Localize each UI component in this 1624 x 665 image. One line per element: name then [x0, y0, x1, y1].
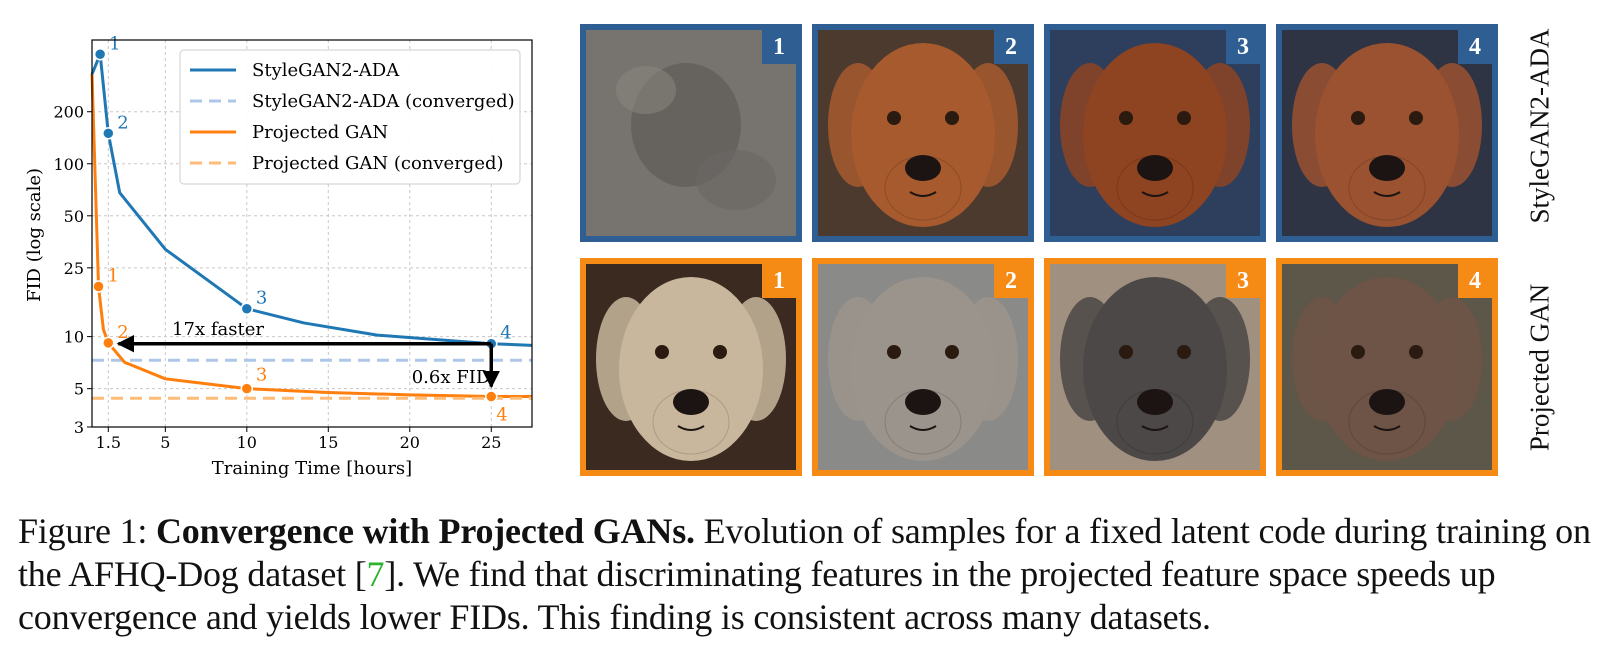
x-tick-label: 5: [160, 433, 170, 452]
sample-tile-r2-c1: 1: [580, 258, 802, 476]
marker-label-4: 1: [108, 265, 119, 286]
sample-tile-r1-c1: 1: [580, 24, 802, 242]
legend-label-0: StyleGAN2-ADA: [252, 60, 400, 81]
y-tick-label: 100: [53, 155, 84, 174]
marker-point-1: [102, 127, 115, 140]
dog-sample-image: [586, 264, 796, 470]
dog-sample-image: [1050, 30, 1260, 236]
marker-point-5: [102, 336, 115, 350]
dog-sample-image: [1282, 264, 1492, 470]
annotation-label-0: 17x faster: [172, 319, 264, 340]
marker-label-6: 3: [256, 365, 267, 386]
x-axis-label: Training Time [hours]: [212, 458, 412, 479]
fid-chart: 1 2 3 4 1 2 3 4 17x faster 0.6x FID 1.5 5 10 15 20 25…: [24, 33, 533, 479]
dog-sample-image: [1050, 264, 1260, 470]
marker-label-3: 4: [500, 323, 511, 344]
x-tick-label: 25: [481, 433, 501, 452]
chart-annotations: 17x faster 0.6x FID: [116, 319, 501, 389]
chart-legend: StyleGAN2-ADA StyleGAN2-ADA (converged) Pr…: [179, 49, 521, 185]
x-tick-label: 20: [400, 433, 420, 452]
y-axis-label: FID (log scale): [24, 168, 45, 302]
chart-axes: 1.5 5 10 15 20 25 3 5 10 25 50 100 200: [53, 39, 533, 452]
series-line-2: [90, 74, 532, 399]
y-tick-label: 3: [74, 418, 84, 437]
marker-label-1: 2: [117, 112, 128, 133]
dog-sample-image: [818, 264, 1028, 470]
marker-point-6: [240, 382, 254, 395]
sample-step-badge: 4: [1458, 264, 1492, 298]
series-line-0: [90, 52, 533, 347]
dog-sample-image: [818, 30, 1028, 236]
sample-step-badge: 2: [994, 30, 1028, 64]
marker-label-7: 4: [496, 405, 507, 426]
sample-step-badge: 1: [762, 264, 796, 298]
caption-text-2: ]. We find that discriminating features …: [18, 554, 1496, 637]
caption-bold: Convergence with Projected GANs.: [156, 511, 695, 551]
dog-sample-image: [1282, 30, 1492, 236]
sample-step-badge: 3: [1226, 30, 1260, 64]
x-tick-label: 1.5: [96, 433, 121, 452]
marker-point-7: [485, 390, 498, 403]
sample-tile-r1-c3: 3: [1044, 24, 1266, 242]
sample-tile-r2-c4: 4: [1276, 258, 1498, 476]
y-tick-label: 5: [74, 380, 84, 399]
x-tick-label: 15: [318, 433, 338, 452]
marker-point-4: [92, 280, 105, 293]
caption-prefix: Figure 1:: [18, 511, 156, 551]
x-tick-label: 10: [237, 433, 257, 452]
caption-text-1: Evolution of samples for a fixed latent …: [18, 511, 1591, 594]
marker-label-5: 2: [117, 322, 128, 343]
marker-point-0: [93, 48, 107, 61]
sample-tile-r2-c2: 2: [812, 258, 1034, 476]
sample-tile-r1-c4: 4: [1276, 24, 1498, 242]
sample-step-badge: 4: [1458, 30, 1492, 64]
plot-frame: [91, 39, 533, 428]
row-label-stylegan: StyleGAN2-ADA: [1524, 28, 1555, 224]
annotation-label-1: 0.6x FID: [412, 367, 491, 388]
row-label-projected: Projected GAN: [1524, 283, 1555, 452]
dog-sample-image: [586, 30, 796, 236]
marker-label-0: 1: [109, 33, 120, 54]
figure-caption: Figure 1: Convergence with Projected GAN…: [18, 510, 1618, 639]
sample-step-badge: 2: [994, 264, 1028, 298]
marker-point-2: [240, 302, 254, 315]
legend-box: [179, 49, 521, 185]
caption-ref-link[interactable]: 7: [366, 554, 385, 594]
y-tick-label: 50: [64, 207, 84, 226]
sample-step-badge: 3: [1226, 264, 1260, 298]
marker-label-2: 3: [256, 288, 267, 309]
legend-label-1: StyleGAN2-ADA (converged): [252, 91, 515, 112]
legend-label-3: Projected GAN (converged): [252, 153, 504, 174]
y-tick-label: 25: [64, 259, 84, 278]
sample-tile-r2-c3: 3: [1044, 258, 1266, 476]
legend-label-2: Projected GAN: [252, 122, 388, 143]
sample-tile-r1-c2: 2: [812, 24, 1034, 242]
y-tick-label: 200: [53, 103, 84, 122]
sample-step-badge: 1: [762, 30, 796, 64]
y-tick-label: 10: [64, 328, 84, 347]
